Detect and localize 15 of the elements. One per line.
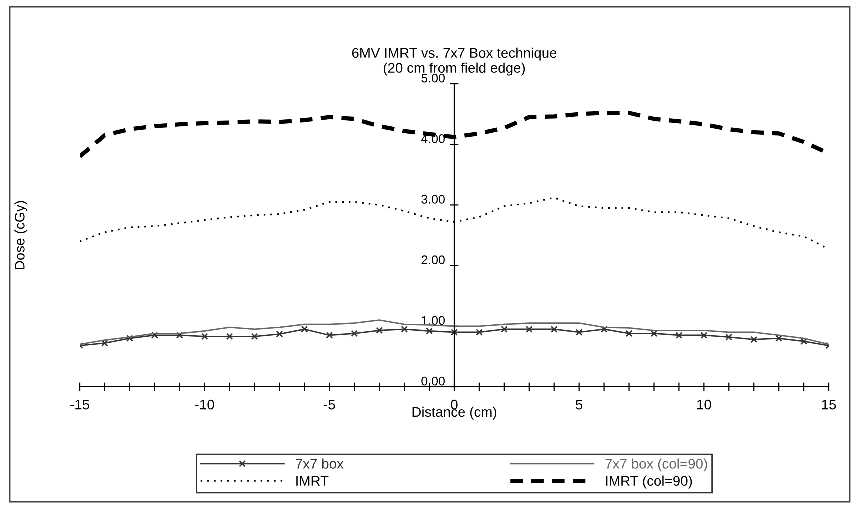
y-tick-label: 0.00 [422,376,445,386]
x-tick-label: 5 [576,400,583,410]
y-axis-title: Dose (cGy) [14,201,28,270]
x-tick-label: -5 [324,400,336,410]
y-tick-label: 2.00 [422,256,445,265]
x-tick-label: -10 [195,400,214,410]
x-tick-label: 10 [698,400,712,410]
text: IMRT [296,476,329,486]
text: 7x7 box [296,458,344,469]
y-tick-label: 5.00 [422,74,445,83]
text: IMRT (col=90) [606,476,692,489]
y-tick-label: 3.00 [422,195,445,204]
text: 7x7 box (col=90) [606,458,708,472]
x-tick-label: -15 [70,400,90,410]
x-tick-label: 15 [822,400,836,410]
